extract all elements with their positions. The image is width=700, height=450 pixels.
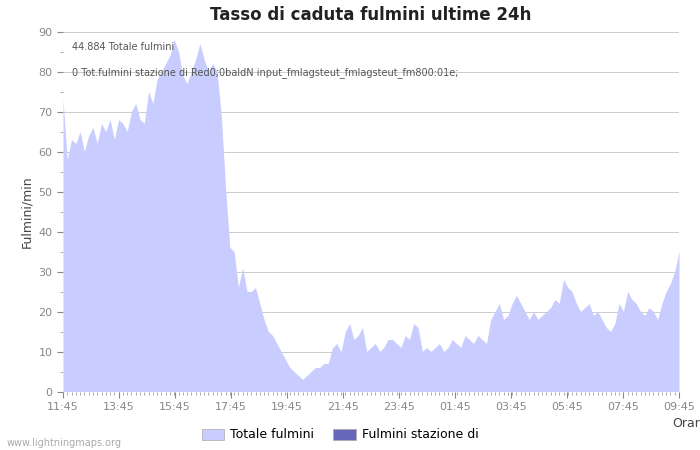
Title: Tasso di caduta fulmini ultime 24h: Tasso di caduta fulmini ultime 24h [210,6,532,24]
X-axis label: Orario: Orario [672,417,700,430]
Text: 44.884 Totale fulmini: 44.884 Totale fulmini [72,42,174,52]
Text: 0 Tot.fulmini stazione di Red0;0baldN input_fmlagsteut_fmlagsteut_fm800:01e;: 0 Tot.fulmini stazione di Red0;0baldN in… [72,68,458,78]
Text: www.lightningmaps.org: www.lightningmaps.org [7,438,122,448]
Y-axis label: Fulmini/min: Fulmini/min [20,175,33,248]
Legend: Totale fulmini, Fulmini stazione di: Totale fulmini, Fulmini stazione di [197,423,484,446]
